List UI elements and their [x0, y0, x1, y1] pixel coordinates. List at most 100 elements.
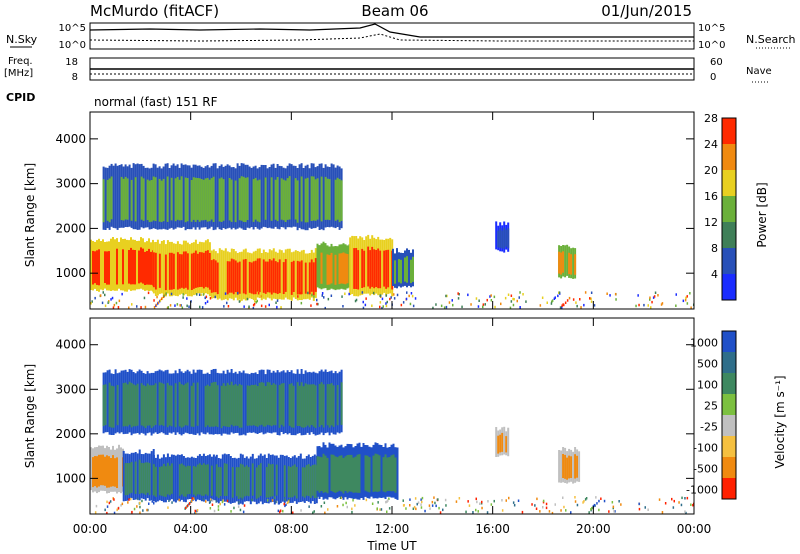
power-cell	[118, 241, 120, 289]
power-cell	[230, 179, 233, 222]
power-speckle	[254, 299, 256, 303]
power-cell	[296, 180, 299, 223]
power-cell	[116, 248, 118, 285]
power-speckle	[457, 297, 460, 300]
power-speckle	[539, 304, 542, 307]
power-speckle	[675, 293, 677, 296]
power-speckle	[381, 297, 384, 301]
velocity-colorbar-label: Velocity [m s⁻¹]	[773, 375, 787, 468]
velocity-cell	[293, 464, 296, 496]
power-speckle	[110, 298, 112, 301]
velocity-colorbar-tick: 1000	[690, 337, 718, 350]
velocity-speckle	[351, 510, 353, 514]
power-cell	[238, 178, 241, 221]
velocity-cell	[218, 373, 221, 435]
power-cell	[176, 252, 179, 290]
power-speckle	[448, 301, 451, 304]
power-speckle	[412, 304, 415, 308]
velocity-speckle	[402, 499, 404, 502]
power-colorbar-segment	[722, 274, 736, 300]
velocity-speckle	[127, 501, 129, 504]
velocity-cell	[368, 457, 371, 493]
power-cell	[260, 164, 263, 229]
velocity-speckle	[139, 505, 141, 509]
power-speckle	[512, 303, 515, 307]
velocity-cell	[253, 458, 256, 502]
velocity-speckle	[590, 508, 592, 511]
velocity-colorbar-tick: -100	[693, 442, 718, 455]
velocity-speckle	[658, 498, 661, 501]
power-cell	[186, 178, 189, 222]
power-cell	[94, 251, 96, 284]
velocity-speckle	[365, 498, 368, 502]
velocity-cell	[238, 384, 241, 428]
velocity-speckle	[300, 509, 302, 512]
power-cell	[112, 165, 115, 228]
velocity-cell	[150, 451, 153, 501]
velocity-colorbar-segment	[722, 436, 736, 457]
power-cell	[124, 176, 127, 220]
velocity-cell	[186, 382, 189, 426]
power-speckle	[561, 304, 563, 307]
power-cell	[132, 163, 135, 230]
velocity-speckle	[219, 502, 221, 506]
power-cell	[248, 166, 251, 229]
power-cell	[371, 246, 374, 287]
power-speckle	[452, 303, 454, 307]
power-speckle	[519, 306, 521, 309]
power-ytick-label: 4000	[55, 132, 86, 146]
x-tick-label: 16:00	[475, 522, 510, 536]
power-colorbar-segment	[722, 196, 736, 222]
power-speckle	[584, 291, 587, 294]
power-cell	[252, 179, 255, 222]
velocity-cell	[184, 383, 187, 426]
power-cell	[322, 241, 325, 289]
power-speckle	[510, 294, 513, 297]
power-cell	[164, 254, 167, 291]
velocity-cell	[110, 458, 112, 487]
power-speckle	[316, 298, 318, 302]
velocity-cell	[244, 373, 247, 436]
velocity-ytick-label: 1000	[55, 471, 86, 485]
power-speckle	[252, 304, 255, 307]
power-cell	[286, 178, 289, 220]
power-speckle	[652, 296, 655, 299]
velocity-cell	[150, 385, 153, 428]
velocity-cell	[248, 385, 251, 426]
velocity-speckle	[596, 502, 598, 505]
power-cell	[276, 177, 279, 222]
velocity-speckle	[168, 499, 170, 502]
power-cell	[194, 177, 197, 222]
power-cell	[198, 178, 201, 222]
power-cell	[326, 178, 329, 220]
power-speckle	[553, 297, 556, 300]
power-speckle	[689, 292, 691, 295]
colorbars: 4 8 12 16 20 24 28 1000 500 100 25 -25 -100 -500 -1000	[686, 112, 737, 500]
power-cell	[495, 221, 498, 250]
power-speckle	[104, 293, 106, 297]
power-speckle	[402, 301, 405, 304]
velocity-speckle	[120, 504, 122, 507]
velocity-speckle	[287, 500, 290, 503]
velocity-speckle	[613, 510, 615, 513]
power-cell	[308, 262, 311, 295]
velocity-panel: 1000 2000 3000 4000	[55, 338, 695, 515]
power-cell	[208, 179, 211, 222]
x-tick-label: 00:00	[73, 522, 108, 536]
power-speckle	[686, 295, 688, 298]
velocity-speckle	[664, 502, 667, 505]
power-cell	[206, 177, 209, 222]
velocity-cell	[190, 456, 193, 500]
velocity-speckle	[284, 504, 286, 508]
power-cell	[218, 178, 221, 222]
power-cell	[296, 260, 299, 295]
velocity-cell	[264, 386, 267, 427]
power-speckle	[653, 295, 656, 298]
power-speckle	[330, 294, 333, 297]
power-speckle	[389, 297, 391, 301]
power-cell	[214, 260, 217, 293]
power-speckle	[121, 292, 123, 296]
power-cell	[104, 251, 106, 283]
power-cell	[568, 252, 571, 275]
power-speckle	[264, 305, 267, 308]
